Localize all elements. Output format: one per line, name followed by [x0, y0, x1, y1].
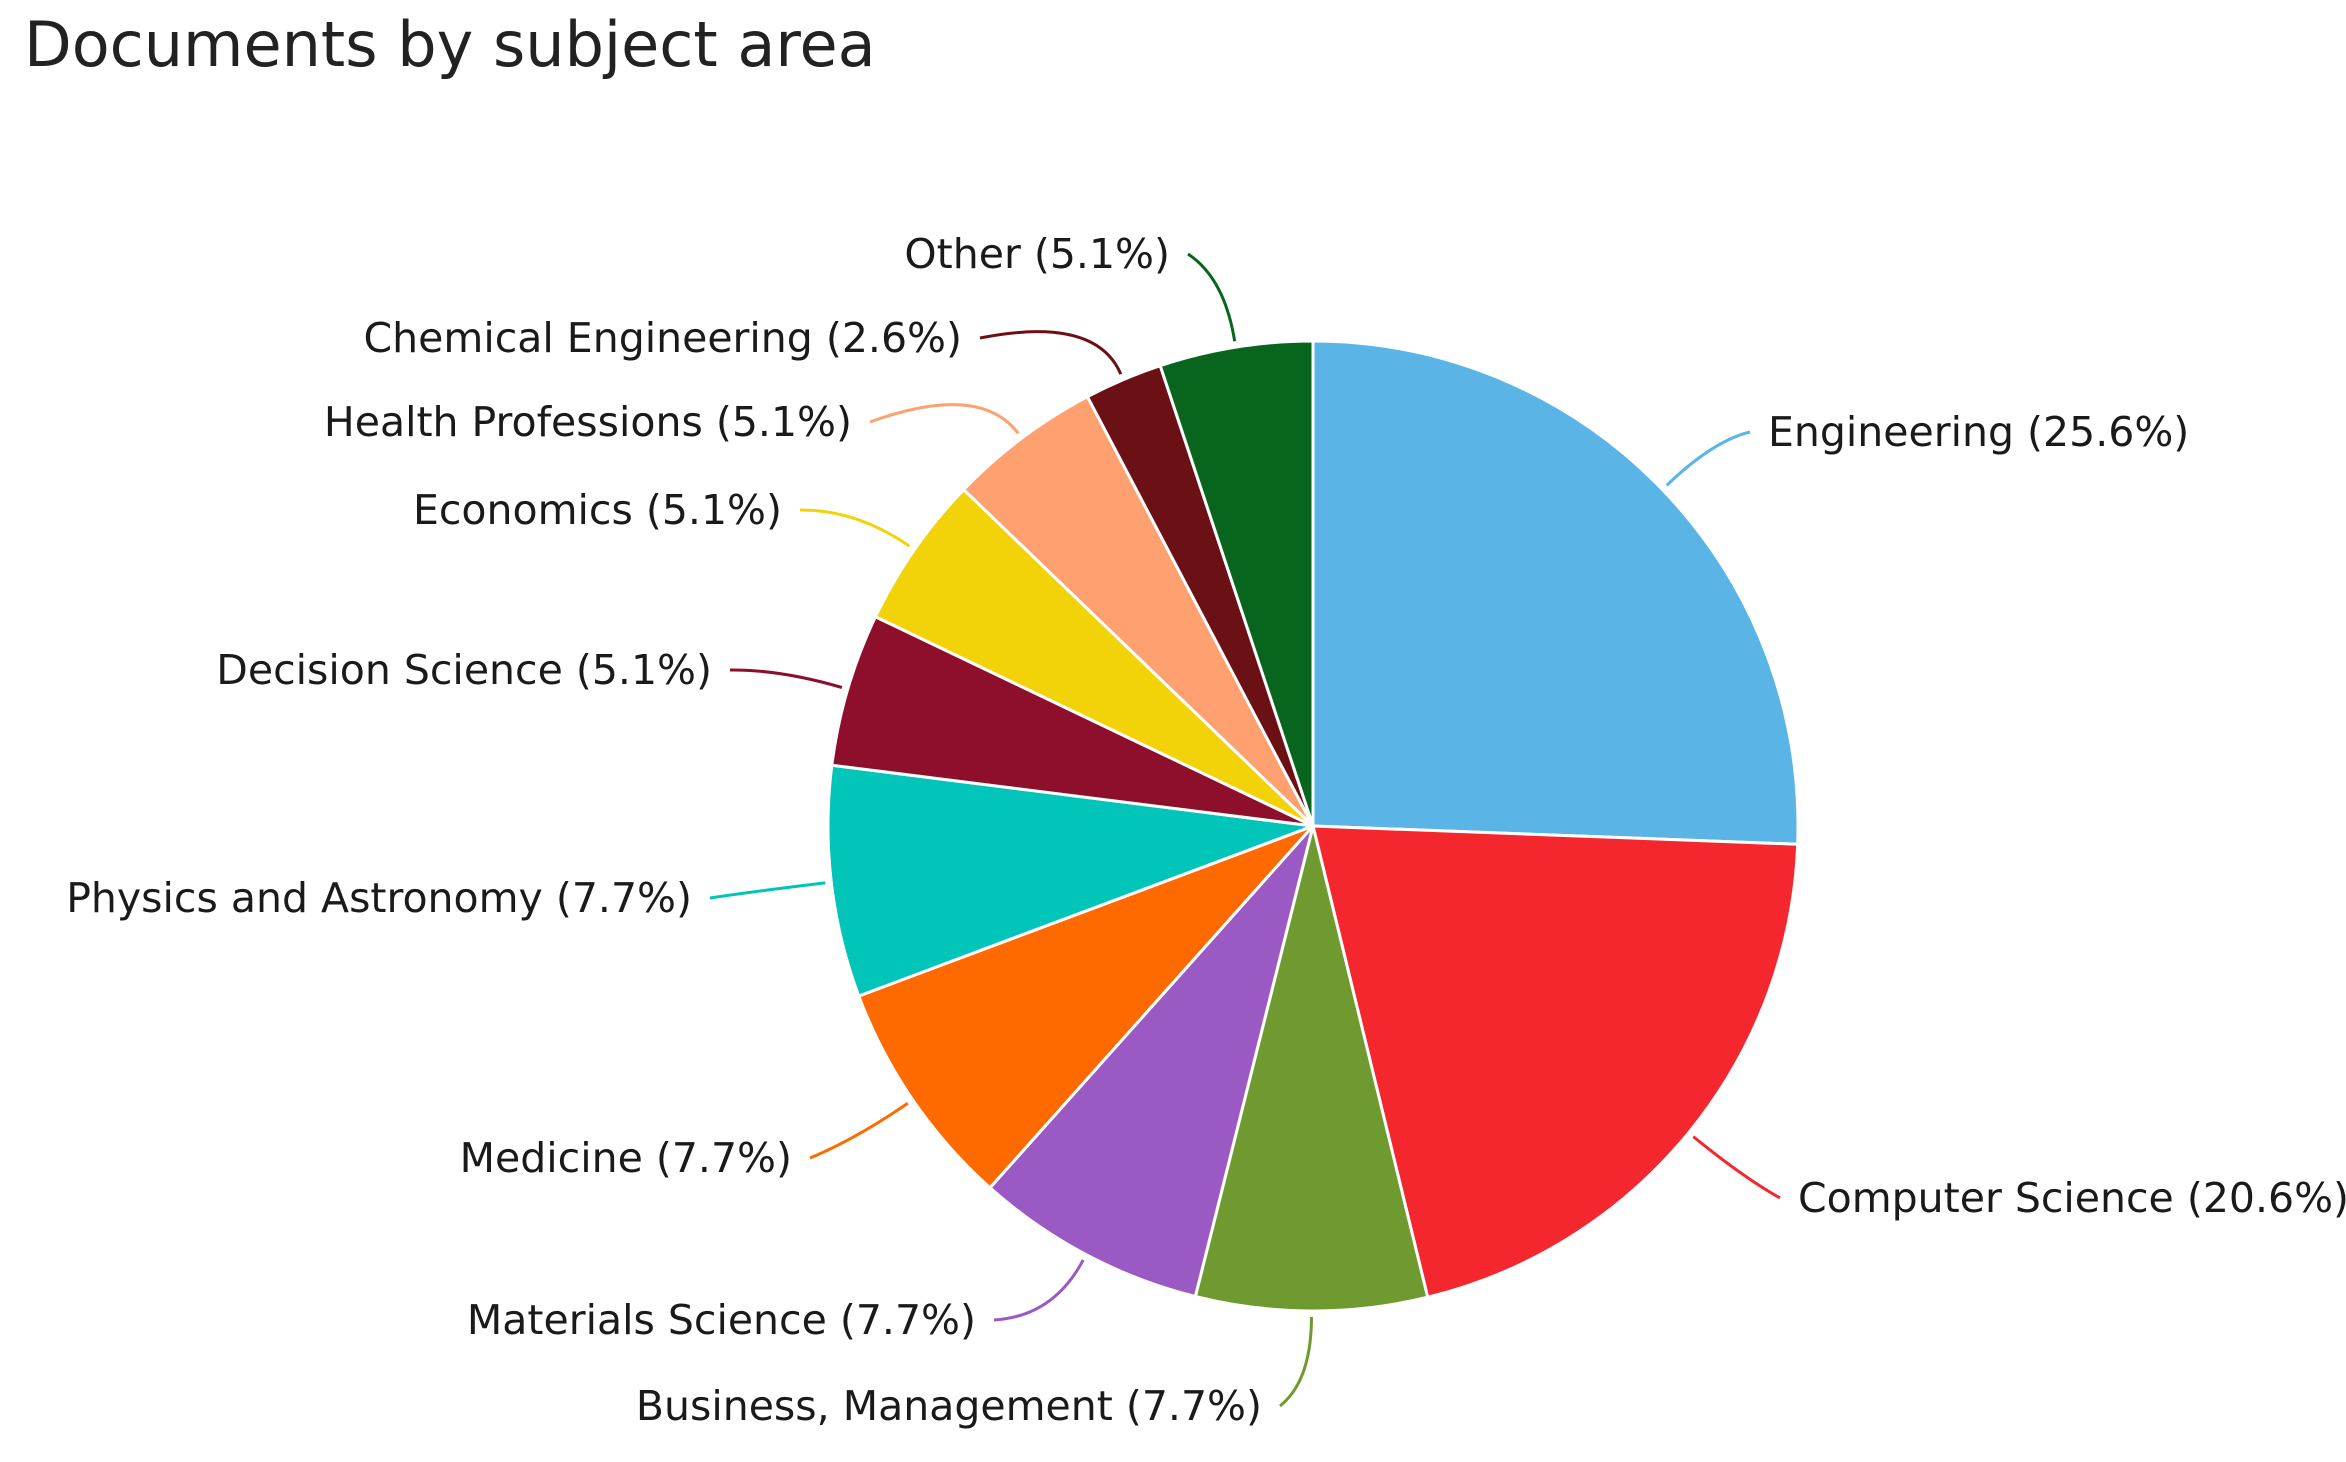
- pie-slice-materials-science: [987, 825, 1315, 1299]
- leader-line-chemical-engineering: [979, 330, 1123, 375]
- leader-lines: [709, 252, 1781, 1408]
- pie-slices: [826, 339, 1800, 1313]
- pie-slice-decision-science: [830, 614, 1314, 828]
- slice-label-health-professions: Health Professions (5.1%): [324, 398, 852, 446]
- pie-slice-business-management: [1193, 825, 1430, 1313]
- slice-labels: Engineering (25.6%) Computer Science (20.…: [66, 230, 2346, 1430]
- leader-line-physics-and-astronomy: [709, 881, 826, 900]
- slice-label-materials-science: Materials Science (7.7%): [467, 1296, 976, 1344]
- slice-label-engineering: Engineering (25.6%): [1768, 408, 2189, 456]
- pie-slice-physics-and-astronomy: [826, 763, 1314, 998]
- leader-line-materials-science: [993, 1259, 1085, 1322]
- slice-label-physics-and-astronomy: Physics and Astronomy (7.7%): [66, 874, 692, 922]
- leader-line-computer-science: [1692, 1135, 1781, 1200]
- pie-slice-health-professions: [961, 394, 1315, 828]
- leader-line-economics: [799, 508, 911, 548]
- slice-label-computer-science: Computer Science (20.6%): [1798, 1174, 2346, 1222]
- slice-label-other: Other (5.1%): [904, 230, 1170, 278]
- chart-title: Documents by subject area: [24, 8, 876, 81]
- leader-line-health-professions: [869, 403, 1020, 435]
- slice-label-medicine: Medicine (7.7%): [460, 1134, 792, 1182]
- pie-slice-computer-science: [1311, 824, 1800, 1300]
- leader-line-business-management: [1279, 1316, 1313, 1408]
- leader-line-decision-science: [729, 668, 843, 689]
- slice-label-business-management: Business, Management (7.7%): [636, 1382, 1262, 1430]
- pie-slice-economics: [873, 487, 1315, 828]
- pie-slice-other: [1158, 339, 1315, 827]
- pie-slice-medicine: [856, 824, 1315, 1190]
- slice-label-decision-science: Decision Science (5.1%): [216, 646, 712, 694]
- leader-line-medicine: [809, 1102, 909, 1160]
- leader-line-other: [1187, 252, 1237, 342]
- slice-label-economics: Economics (5.1%): [413, 486, 782, 534]
- slice-label-chemical-engineering: Chemical Engineering (2.6%): [364, 314, 962, 362]
- pie-slice-engineering: [1311, 339, 1800, 846]
- leader-line-engineering: [1665, 430, 1751, 487]
